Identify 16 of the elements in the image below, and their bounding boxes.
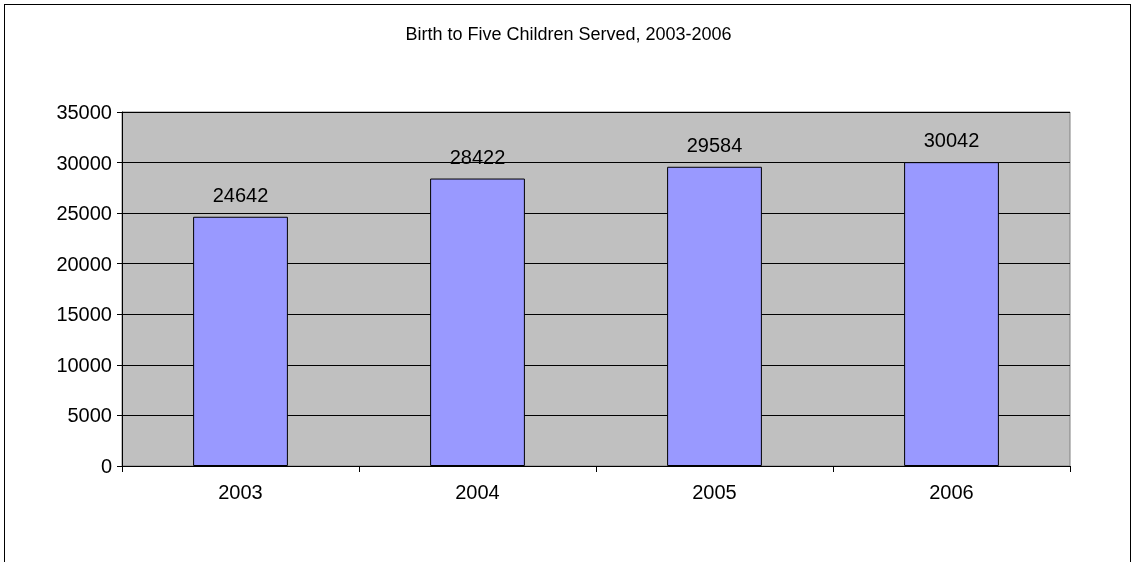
y-tick-label: 15000 bbox=[56, 303, 112, 326]
x-tick-label: 2004 bbox=[455, 481, 500, 503]
y-tick-label: 35000 bbox=[56, 101, 112, 123]
x-tick-label: 2006 bbox=[929, 481, 974, 503]
x-tick-label: 2003 bbox=[218, 481, 263, 503]
data-label: 29584 bbox=[686, 133, 743, 156]
y-tick-label: 0 bbox=[100, 455, 112, 477]
y-tick-label: 25000 bbox=[56, 202, 112, 225]
data-label: 30042 bbox=[923, 129, 980, 152]
chart-title: Birth to Five Children Served, 2003-2006 bbox=[405, 24, 732, 44]
y-tick-label: 5000 bbox=[67, 404, 112, 427]
y-tick-label: 30000 bbox=[56, 151, 112, 174]
x-tick-label: 2005 bbox=[692, 481, 737, 503]
data-label: 24642 bbox=[212, 183, 269, 206]
y-tick-label: 20000 bbox=[56, 252, 112, 275]
y-tick-label: 10000 bbox=[56, 353, 112, 376]
